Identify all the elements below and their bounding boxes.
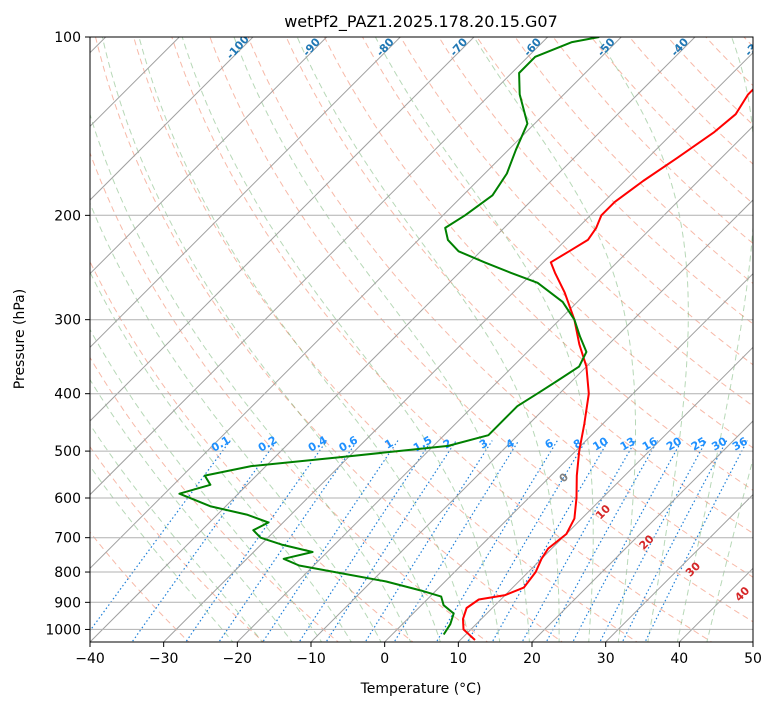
mixing-ratio-line	[621, 440, 728, 642]
mixing-ratio-line	[572, 440, 683, 642]
mixing-ratio-line	[325, 440, 457, 642]
x-tick-label: 40	[670, 651, 688, 667]
x-tick-label: 0	[380, 651, 389, 667]
mixing-ratio-line	[262, 440, 399, 642]
x-tick-label: 30	[597, 651, 615, 667]
x-tick-label: −40	[75, 651, 105, 667]
dry-adiabat-label: -30	[742, 35, 765, 59]
dry-adiabat-line	[514, 37, 753, 285]
isotherm-line	[90, 37, 475, 422]
dewpoint-profile-line	[178, 37, 600, 636]
x-tick-label: 50	[744, 651, 762, 667]
isotherm-line	[383, 272, 753, 642]
x-tick-label: −20	[223, 651, 253, 667]
isotherm-line	[162, 51, 753, 642]
x-tick-label: 10	[449, 651, 467, 667]
isotherm-line	[90, 37, 623, 570]
plot-frame	[89, 36, 754, 643]
mixing-ratio-line	[545, 440, 659, 642]
isotherm-line	[90, 37, 549, 496]
isotherm-line	[90, 37, 402, 349]
y-tick-label: 500	[54, 444, 81, 460]
y-axis-label: Pressure (hPa)	[12, 289, 28, 389]
isotherm-line	[90, 37, 696, 642]
mixing-ratio-line	[364, 440, 493, 642]
y-tick-label: 400	[54, 387, 81, 403]
x-axis-label: Temperature (°C)	[360, 681, 482, 697]
mixing-ratio-line	[521, 440, 637, 642]
mixing-ratio-line	[435, 440, 558, 642]
mixing-ratio-line	[491, 440, 609, 642]
y-tick-label: 900	[54, 595, 81, 611]
y-tick-label: 800	[54, 565, 81, 581]
axis-ticks: −40 −30 −20 −10 0 10 20 30 40 50 1000 900 800 700 600 5…	[45, 30, 762, 667]
dry-adiabat-line	[90, 260, 414, 642]
isotherm-line	[457, 346, 753, 642]
y-tick-label: 100	[54, 30, 81, 46]
mixing-ratio-line	[131, 440, 278, 642]
grid	[90, 37, 753, 642]
temperature-profile-line	[462, 88, 753, 641]
y-tick-label: 600	[54, 491, 81, 507]
isotherm-line	[310, 199, 753, 642]
isotherm-line	[531, 420, 753, 642]
moist-adiabat-line	[90, 112, 412, 642]
y-tick-label: 300	[54, 313, 81, 329]
moist-adiabat-line	[90, 202, 382, 642]
mixing-ratio-line	[298, 440, 432, 642]
y-tick-label: 1000	[45, 622, 81, 638]
x-tick-label: 20	[523, 651, 541, 667]
mixing-ratio-line	[185, 440, 328, 642]
x-tick-label: −30	[149, 651, 179, 667]
y-tick-label: 200	[54, 208, 81, 224]
isotherm-line	[90, 37, 254, 201]
x-tick-label: −10	[296, 651, 326, 667]
mixing-ratio-line	[599, 440, 707, 642]
y-tick-label: 700	[54, 531, 81, 547]
dry-adiabat-line	[476, 37, 753, 325]
mixing-ratio-line	[393, 440, 520, 642]
isotherm-line	[236, 125, 753, 642]
isotherm-line	[604, 493, 753, 642]
profile-series	[178, 37, 753, 641]
chart-title: wetPf2_PAZ1.2025.178.20.15.G07	[284, 12, 558, 32]
isotherm-line	[90, 37, 328, 275]
dry-adiabat-line	[90, 151, 489, 642]
